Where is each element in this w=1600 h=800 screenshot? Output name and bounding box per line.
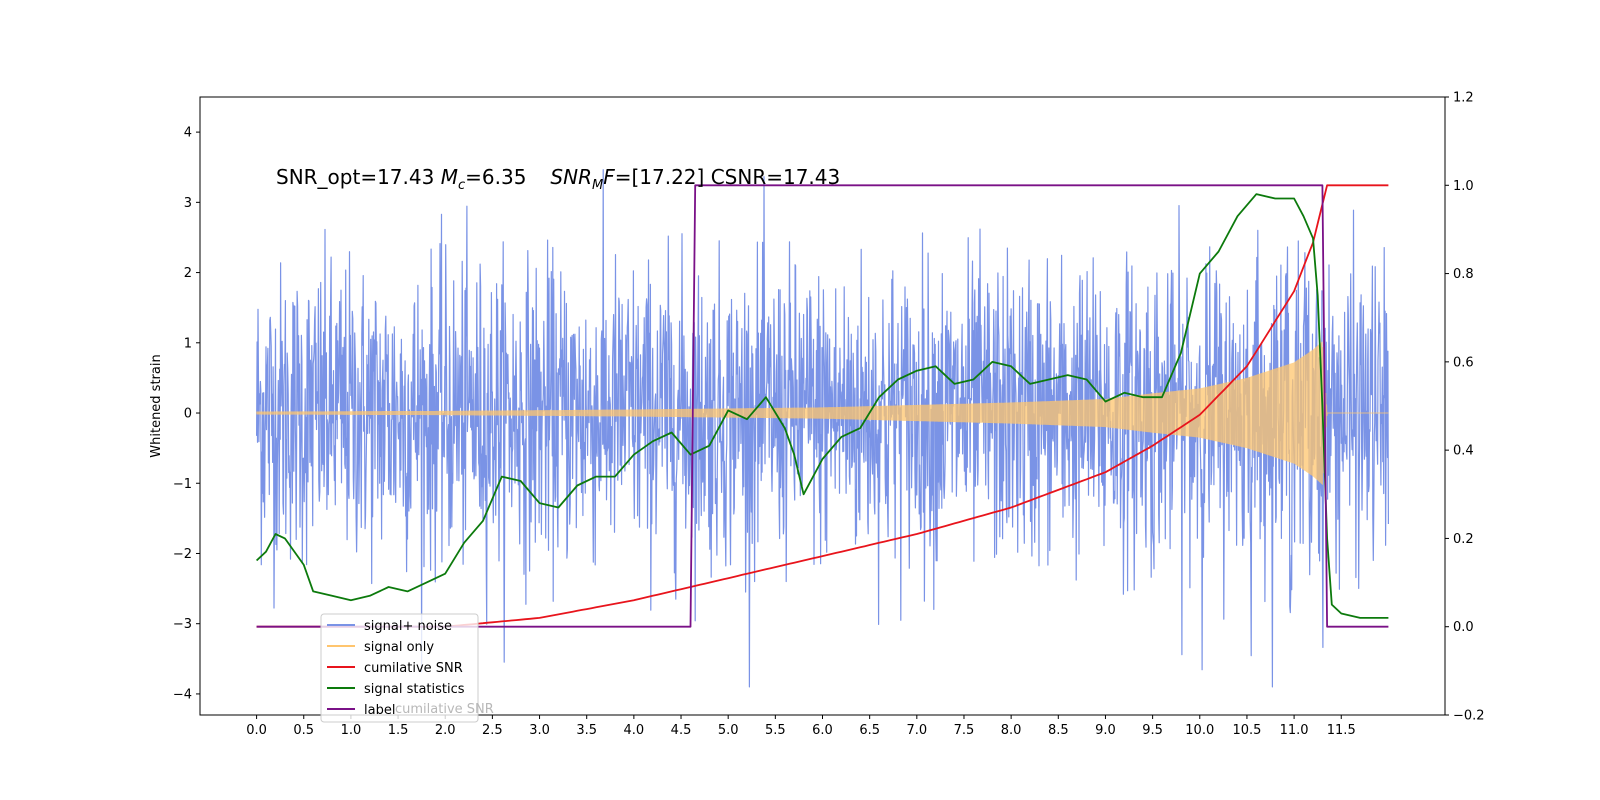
x-tick-label: 0.5 — [293, 723, 314, 738]
x-tick-label: 4.5 — [671, 723, 692, 738]
series-signal-only — [256, 341, 1389, 485]
x-tick-label: 1.5 — [388, 723, 409, 738]
y-tick-label: 2 — [184, 266, 192, 281]
x-tick-label: 10.5 — [1232, 723, 1261, 738]
y-tick-label: −2 — [173, 547, 192, 562]
legend-label: signal only — [364, 640, 434, 655]
x-tick-label: 9.0 — [1095, 723, 1116, 738]
x-tick-label: 1.0 — [341, 723, 362, 738]
x-tick-label: 3.5 — [576, 723, 597, 738]
x-tick-label: 5.0 — [718, 723, 739, 738]
y-tick-label: −3 — [173, 617, 192, 632]
legend-box — [320, 613, 479, 723]
series-signal-statistics — [255, 193, 1389, 619]
y-tick-label: −4 — [173, 687, 192, 702]
x-tick-label: 8.5 — [1048, 723, 1069, 738]
x-tick-label: 11.0 — [1280, 723, 1309, 738]
y2-tick-label: −0.2 — [1453, 709, 1485, 724]
legend-label: label — [364, 703, 395, 718]
legend-ghost-text: cumilative SNR — [395, 702, 494, 717]
x-tick-label: 10.0 — [1185, 723, 1214, 738]
x-tick-label: 11.5 — [1327, 723, 1356, 738]
y2-tick-label: 0.2 — [1453, 532, 1474, 547]
legend-label: cumilative SNR — [364, 661, 463, 676]
x-tick-label: 2.5 — [482, 723, 503, 738]
x-tick-label: 6.5 — [859, 723, 880, 738]
x-tick-label: 3.0 — [529, 723, 550, 738]
x-tick-label: 8.0 — [1001, 723, 1022, 738]
x-tick-label: 0.0 — [246, 723, 267, 738]
series-signal-noise — [256, 169, 1389, 688]
y-axis-label: Whitened strain — [149, 354, 164, 457]
plot-area — [255, 169, 1389, 688]
y-tick-label: −1 — [173, 477, 192, 492]
y2-tick-label: 0.0 — [1453, 620, 1474, 635]
x-tick-label: 5.5 — [765, 723, 786, 738]
y2-tick-label: 1.2 — [1453, 91, 1474, 106]
x-tick-label: 4.0 — [624, 723, 645, 738]
legend: cumilative SNR signal+ noise signal only c… — [320, 613, 494, 723]
x-tick-label: 7.0 — [906, 723, 927, 738]
series-label — [256, 184, 1389, 628]
y-tick-label: 4 — [184, 126, 192, 141]
y-tick-label: 1 — [184, 336, 192, 351]
x-tick-label: 7.5 — [954, 723, 975, 738]
y2-tick-label: 0.6 — [1453, 355, 1474, 370]
y2-tick-label: 1.0 — [1453, 179, 1474, 194]
chart-annotation: SNR_opt=17.43 Mc=6.35 SNRMF=[17.22] CSNR=… — [276, 165, 840, 193]
y2-tick-label: 0.8 — [1453, 267, 1474, 282]
legend-label: signal+ noise — [364, 619, 452, 634]
legend-label: signal statistics — [364, 682, 465, 697]
x-tick-label: 6.0 — [812, 723, 833, 738]
axes: 0.0 0.5 1.0 1.5 2.0 2.5 3.0 3.5 4.0 4.5 5.0 5.5 6.0 6… — [173, 91, 1485, 739]
x-tick-label: 2.0 — [435, 723, 456, 738]
y-tick-label: 3 — [184, 196, 192, 211]
y-tick-label: 0 — [184, 407, 192, 422]
y2-tick-label: 0.4 — [1453, 444, 1474, 459]
x-tick-label: 9.5 — [1142, 723, 1163, 738]
